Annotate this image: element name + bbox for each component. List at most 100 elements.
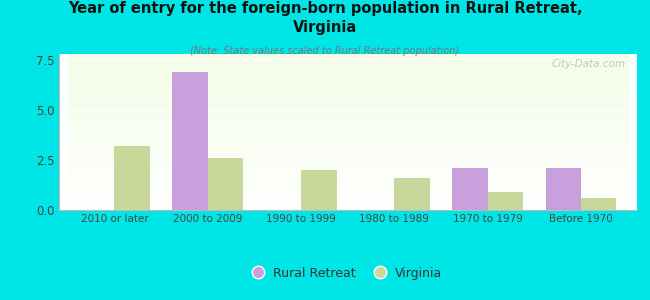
Bar: [68, 179, 628, 180]
Bar: [68, 71, 628, 73]
Bar: [68, 98, 628, 99]
Bar: [452, 168, 488, 210]
Bar: [68, 204, 628, 205]
Bar: [68, 132, 628, 134]
Bar: [68, 67, 628, 68]
Bar: [68, 77, 628, 79]
Bar: [68, 93, 628, 94]
Bar: [208, 158, 243, 210]
Bar: [68, 107, 628, 109]
Bar: [68, 157, 628, 158]
Bar: [68, 151, 628, 152]
Bar: [68, 106, 628, 107]
Bar: [68, 158, 628, 160]
Bar: [68, 92, 628, 93]
Bar: [68, 137, 628, 138]
Bar: [68, 101, 628, 102]
Bar: [68, 65, 628, 67]
Legend: Rural Retreat, Virginia: Rural Retreat, Virginia: [248, 262, 447, 285]
Bar: [114, 146, 150, 210]
Bar: [68, 194, 628, 196]
Bar: [68, 165, 628, 166]
Bar: [68, 129, 628, 130]
Bar: [68, 205, 628, 207]
Bar: [68, 188, 628, 190]
Bar: [68, 138, 628, 140]
Bar: [68, 155, 628, 157]
Bar: [68, 163, 628, 165]
Bar: [68, 202, 628, 204]
Bar: [68, 130, 628, 132]
Bar: [68, 124, 628, 126]
Bar: [68, 112, 628, 113]
Bar: [68, 87, 628, 88]
Bar: [68, 54, 628, 56]
Bar: [68, 123, 628, 124]
Bar: [68, 171, 628, 172]
Bar: [68, 185, 628, 187]
Bar: [68, 177, 628, 179]
Bar: [68, 74, 628, 76]
Bar: [68, 145, 628, 146]
Bar: [68, 140, 628, 141]
Bar: [68, 82, 628, 84]
Bar: [68, 79, 628, 80]
Bar: [68, 201, 628, 202]
Bar: [68, 96, 628, 98]
Bar: [68, 208, 628, 210]
Bar: [68, 191, 628, 193]
Bar: [68, 199, 628, 201]
Bar: [68, 90, 628, 92]
Bar: [68, 109, 628, 110]
Bar: [68, 152, 628, 154]
Text: City-Data.com: City-Data.com: [551, 59, 625, 69]
Bar: [68, 118, 628, 119]
Bar: [68, 176, 628, 177]
Bar: [68, 162, 628, 163]
Bar: [68, 126, 628, 127]
Bar: [68, 80, 628, 82]
Bar: [581, 198, 616, 210]
Bar: [68, 180, 628, 182]
Bar: [68, 63, 628, 65]
Bar: [68, 196, 628, 197]
Bar: [68, 190, 628, 191]
Bar: [68, 169, 628, 171]
Bar: [68, 149, 628, 151]
Bar: [68, 121, 628, 123]
Bar: [68, 85, 628, 87]
Bar: [68, 56, 628, 57]
Text: Year of entry for the foreign-born population in Rural Retreat,
Virginia: Year of entry for the foreign-born popul…: [68, 2, 582, 35]
Bar: [68, 70, 628, 71]
Bar: [68, 135, 628, 137]
Bar: [68, 94, 628, 96]
Bar: [68, 59, 628, 60]
Bar: [68, 193, 628, 194]
Bar: [68, 84, 628, 85]
Bar: [68, 102, 628, 104]
Bar: [68, 73, 628, 74]
Bar: [68, 168, 628, 170]
Bar: [68, 141, 628, 143]
Bar: [68, 99, 628, 101]
Bar: [68, 76, 628, 77]
Bar: [68, 184, 628, 185]
Bar: [68, 68, 628, 70]
Bar: [68, 182, 628, 184]
Bar: [68, 116, 628, 118]
Bar: [68, 154, 628, 155]
Bar: [68, 172, 628, 174]
Bar: [68, 119, 628, 121]
Bar: [68, 88, 628, 90]
Bar: [68, 62, 628, 63]
Bar: [68, 148, 628, 149]
Bar: [68, 207, 628, 208]
Bar: [68, 166, 628, 168]
Bar: [68, 160, 628, 162]
Bar: [301, 170, 337, 210]
Bar: [68, 113, 628, 115]
Text: (Note: State values scaled to Rural Retreat population): (Note: State values scaled to Rural Retr…: [190, 46, 460, 56]
Bar: [68, 187, 628, 188]
Bar: [68, 115, 628, 116]
Bar: [68, 57, 628, 59]
